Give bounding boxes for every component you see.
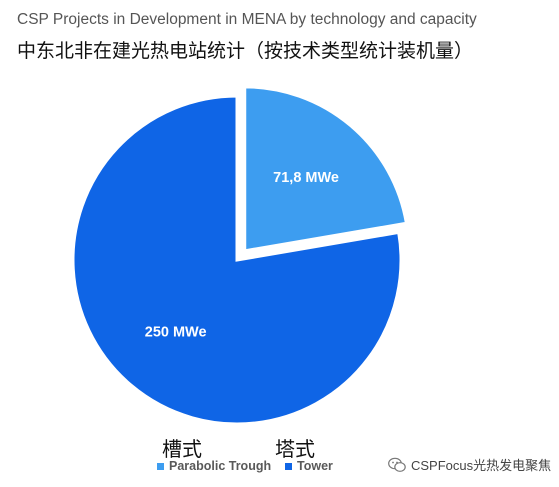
- annotation-trough-cn: 槽式: [162, 437, 202, 461]
- data-label-tower: 250 MWe: [145, 325, 207, 341]
- legend-label-parabolic-trough: Parabolic Trough: [169, 459, 272, 473]
- chart-subtitle: 中东北非在建光热电站统计（按技术类型统计装机量）: [17, 40, 474, 62]
- watermark: CSPFocus光热发电聚焦: [388, 455, 551, 474]
- legend-label-tower: Tower: [297, 459, 333, 473]
- chart-title: CSP Projects in Development in MENA by t…: [17, 11, 477, 28]
- legend-swatch-tower: [285, 462, 292, 470]
- annotation-tower-cn: 塔式: [275, 437, 315, 461]
- legend-item-tower: Tower: [285, 459, 333, 473]
- wechat-icon: [388, 457, 406, 472]
- legend-item-parabolic-trough: Parabolic Trough: [157, 459, 271, 473]
- pie-slice-parabolic-trough: [243, 85, 409, 253]
- watermark-text: CSPFocus光热发电聚焦: [411, 458, 552, 473]
- pie-slice-tower: [71, 94, 403, 426]
- data-label-parabolic-trough: 71,8 MWe: [273, 170, 339, 186]
- legend-swatch-parabolic-trough: [157, 462, 164, 470]
